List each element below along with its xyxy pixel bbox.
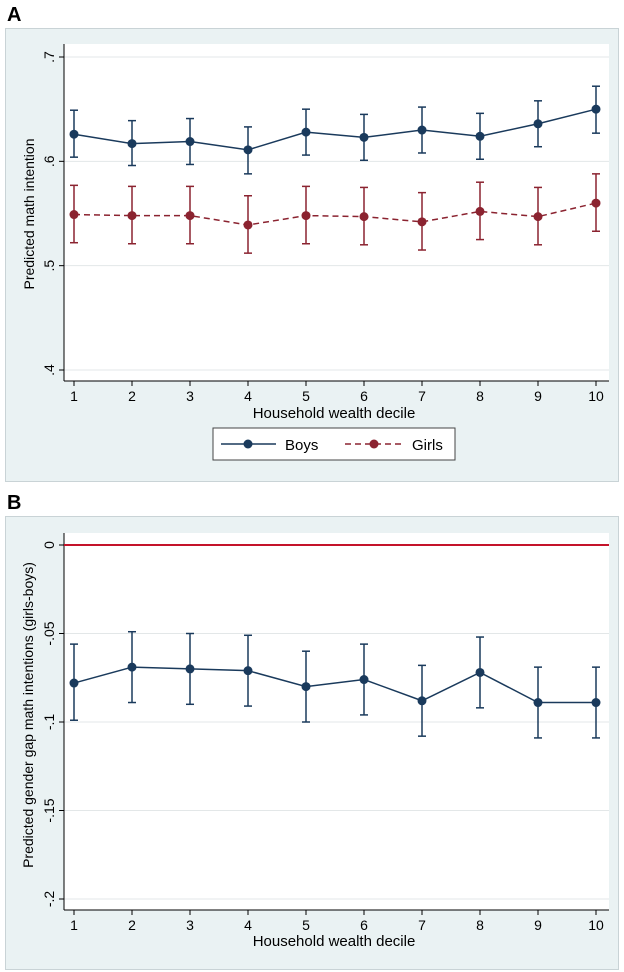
point-boys-3 [185,137,195,147]
x-tick-label-10: 10 [588,917,604,933]
panel-b-label: B [7,492,22,514]
point-girls-8 [475,206,485,216]
point-boys-10 [591,104,601,114]
point-boys-6 [359,132,369,142]
series-line-girls [73,202,597,226]
x-tick-label-8: 8 [476,917,484,933]
x-tick-label-1: 1 [70,917,78,933]
legend-girls-marker [369,439,379,449]
point-girls-5 [301,211,311,221]
point-girls-1 [69,210,79,220]
legend-girls-label: Girls [412,437,443,454]
x-tick-label-5: 5 [302,917,310,933]
x-tick-label-4: 4 [244,388,252,404]
x-tick-label-7: 7 [418,388,426,404]
y-tick-label--.1: -.1 [41,714,57,731]
point-gap-6 [359,675,369,685]
point-girls-10 [591,198,601,208]
point-gap-9 [533,698,543,708]
x-tick-label-4: 4 [244,917,252,933]
point-girls-2 [127,211,137,221]
legend-boys-marker [243,439,253,449]
x-axis-label-b: Household wealth decile [253,933,416,950]
y-tick-label-.4: .4 [41,364,57,376]
point-boys-5 [301,127,311,137]
x-tick-label-3: 3 [186,917,194,933]
x-tick-label-7: 7 [418,917,426,933]
y-tick-label-0: 0 [41,541,57,549]
point-gap-1 [69,678,79,688]
y-tick-label-.5: .5 [41,260,57,272]
y-axis-label-b: Predicted gender gap math intentions (gi… [20,562,36,868]
point-girls-6 [359,212,369,222]
series-line-boys [73,108,597,151]
x-axis-label-a: Household wealth decile [253,405,416,422]
x-tick-label-6: 6 [360,917,368,933]
x-tick-label-3: 3 [186,388,194,404]
point-gap-8 [475,667,485,677]
point-boys-1 [69,129,79,139]
point-gap-10 [591,698,601,708]
legend-a: Boys Girls [212,427,456,461]
point-girls-7 [417,217,427,227]
y-tick-label--.2: -.2 [41,891,57,908]
y-axis-label-a: Predicted math intention [21,139,37,290]
plot-area-a: .4 .5 .6 .7 1 2 3 4 5 6 7 8 9 10 [41,44,609,404]
point-gap-5 [301,682,311,692]
x-tick-label-2: 2 [128,388,136,404]
panel-a-label: A [7,4,22,26]
point-boys-8 [475,131,485,141]
y-tick-label--.15: -.15 [41,798,57,822]
x-tick-label-9: 9 [534,917,542,933]
x-tick-label-6: 6 [360,388,368,404]
point-boys-4 [243,145,253,155]
point-gap-7 [417,696,427,706]
plot-area-b: -.2 -.15 -.1 -.05 0 1 2 3 4 5 6 7 8 9 10 [41,533,609,933]
x-tick-label-9: 9 [534,388,542,404]
x-tick-label-5: 5 [302,388,310,404]
point-gap-2 [127,662,137,672]
point-boys-7 [417,125,427,135]
series-line-gap [73,666,596,704]
point-boys-2 [127,139,137,149]
point-girls-3 [185,211,195,221]
point-gap-3 [185,664,195,674]
point-girls-4 [243,220,253,230]
plot-background-a [64,44,609,381]
legend-boys-label: Boys [285,437,318,454]
point-boys-9 [533,119,543,129]
y-tick-label-.6: .6 [41,155,57,167]
y-tick-label--.05: -.05 [41,621,57,645]
x-tick-label-10: 10 [588,388,604,404]
y-tick-label-.7: .7 [41,51,57,63]
point-gap-4 [243,666,253,676]
x-tick-label-8: 8 [476,388,484,404]
x-tick-label-2: 2 [128,917,136,933]
point-girls-9 [533,212,543,222]
x-tick-label-1: 1 [70,388,78,404]
